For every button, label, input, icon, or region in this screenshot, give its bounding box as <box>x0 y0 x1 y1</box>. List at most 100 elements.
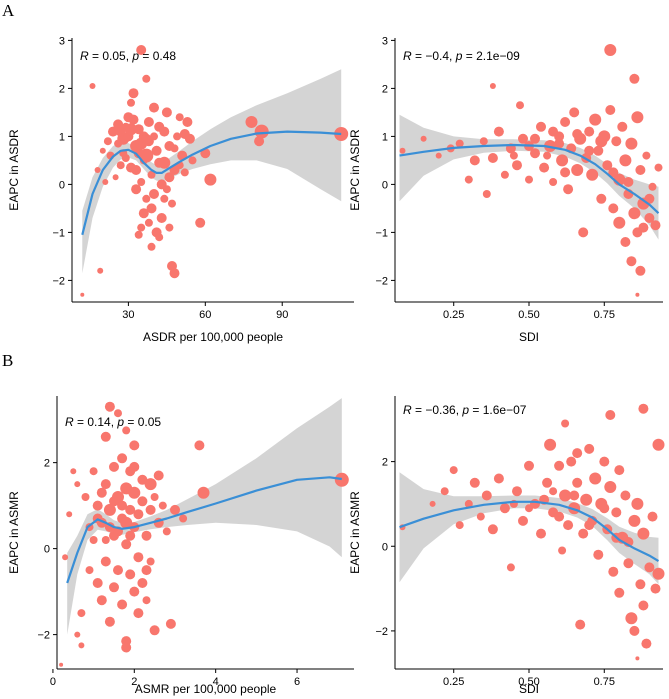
data-point <box>129 440 140 451</box>
r-label: R <box>80 49 89 63</box>
y-tick-label: −2 <box>52 275 65 287</box>
data-point <box>142 74 151 83</box>
data-point <box>165 223 174 232</box>
data-point <box>509 151 518 160</box>
data-point <box>629 73 640 84</box>
data-point <box>429 500 436 507</box>
data-point <box>580 493 593 506</box>
data-point <box>254 136 265 147</box>
data-point <box>102 179 109 185</box>
x-tick-label: 0.50 <box>518 676 539 688</box>
data-point <box>131 165 142 175</box>
data-point <box>149 102 159 113</box>
data-point <box>146 203 157 214</box>
data-point <box>611 136 622 147</box>
data-point <box>487 153 498 163</box>
data-point <box>623 558 634 569</box>
data-point <box>608 167 619 178</box>
data-point <box>175 113 184 122</box>
y-tick-label: 2 <box>59 83 65 95</box>
confidence-ribbon <box>399 114 659 240</box>
data-point <box>652 567 665 580</box>
data-point <box>560 167 571 178</box>
data-point <box>142 596 151 605</box>
data-point <box>637 527 650 540</box>
data-point <box>92 500 103 511</box>
data-point <box>138 208 149 219</box>
y-tick-label: −1 <box>52 227 65 239</box>
data-point <box>614 587 625 598</box>
r-value: = −0.36, <box>412 403 463 417</box>
data-point <box>147 170 156 179</box>
data-point <box>92 578 103 588</box>
data-point <box>133 608 144 619</box>
data-point <box>464 499 473 508</box>
data-point <box>137 578 148 588</box>
data-point <box>97 267 104 274</box>
data-point <box>525 175 533 184</box>
data-point <box>133 552 144 563</box>
chart-a-right: −2 −1 0 1 2 3 0.25 0.50 0.75 SDI EAPC in ASDR R = −… <box>348 35 663 344</box>
r-label: R <box>403 403 412 417</box>
x-tick-label: 0 <box>50 676 56 688</box>
data-point <box>179 514 188 523</box>
data-point <box>141 565 152 576</box>
data-point <box>481 490 492 501</box>
y-tick-label: 3 <box>382 35 388 47</box>
p-value: = 0.48 <box>139 49 176 63</box>
data-point <box>560 117 571 127</box>
r-value: = 0.05, <box>89 49 133 63</box>
data-point <box>572 129 583 139</box>
data-point <box>584 443 595 454</box>
data-point <box>571 164 584 176</box>
data-point <box>77 609 86 618</box>
data-point <box>464 175 473 184</box>
data-point <box>194 440 205 451</box>
data-point <box>254 124 269 139</box>
data-point <box>114 139 123 148</box>
data-point <box>525 504 533 513</box>
data-point <box>556 154 569 167</box>
data-point <box>133 148 144 159</box>
data-point <box>89 83 96 89</box>
data-point <box>133 509 144 520</box>
p-label: p <box>461 403 469 417</box>
data-point <box>566 456 577 467</box>
data-point <box>512 486 522 497</box>
data-point <box>578 528 589 539</box>
correlation-annotation: R = −0.4, p = 2.1e−09 <box>403 49 520 63</box>
data-point <box>440 487 449 496</box>
data-point <box>108 126 118 137</box>
data-point <box>101 536 110 544</box>
data-point <box>144 218 153 227</box>
p-label: p <box>116 415 124 429</box>
x-tick-label: 0.25 <box>443 676 464 688</box>
data-point <box>70 468 77 475</box>
data-point <box>619 154 632 167</box>
data-point <box>117 500 128 511</box>
data-point <box>589 472 602 485</box>
data-point <box>168 199 176 208</box>
data-point <box>482 190 491 198</box>
data-point <box>530 148 540 159</box>
data-point <box>137 178 146 186</box>
data-point <box>122 426 131 435</box>
p-label: p <box>455 49 463 63</box>
x-tick-label: 0.25 <box>443 309 464 321</box>
y-tick-label: −2 <box>375 275 388 287</box>
data-point <box>164 172 175 183</box>
y-tick-label: 0 <box>44 544 50 556</box>
x-tick-label: 90 <box>276 309 288 321</box>
data-point <box>644 193 655 204</box>
data-point <box>173 132 182 141</box>
data-point <box>104 616 115 627</box>
data-point <box>635 292 640 297</box>
data-point <box>625 137 638 150</box>
data-point <box>158 501 167 510</box>
data-point <box>599 456 610 467</box>
data-point <box>641 638 652 649</box>
y-tick-label: 0 <box>382 541 388 553</box>
x-tick-label: 60 <box>199 309 211 321</box>
data-point <box>605 105 616 115</box>
chart-a-left: −2 −1 0 1 2 3 30 60 90 ASDR per 100,000 people EAP… <box>7 35 354 344</box>
